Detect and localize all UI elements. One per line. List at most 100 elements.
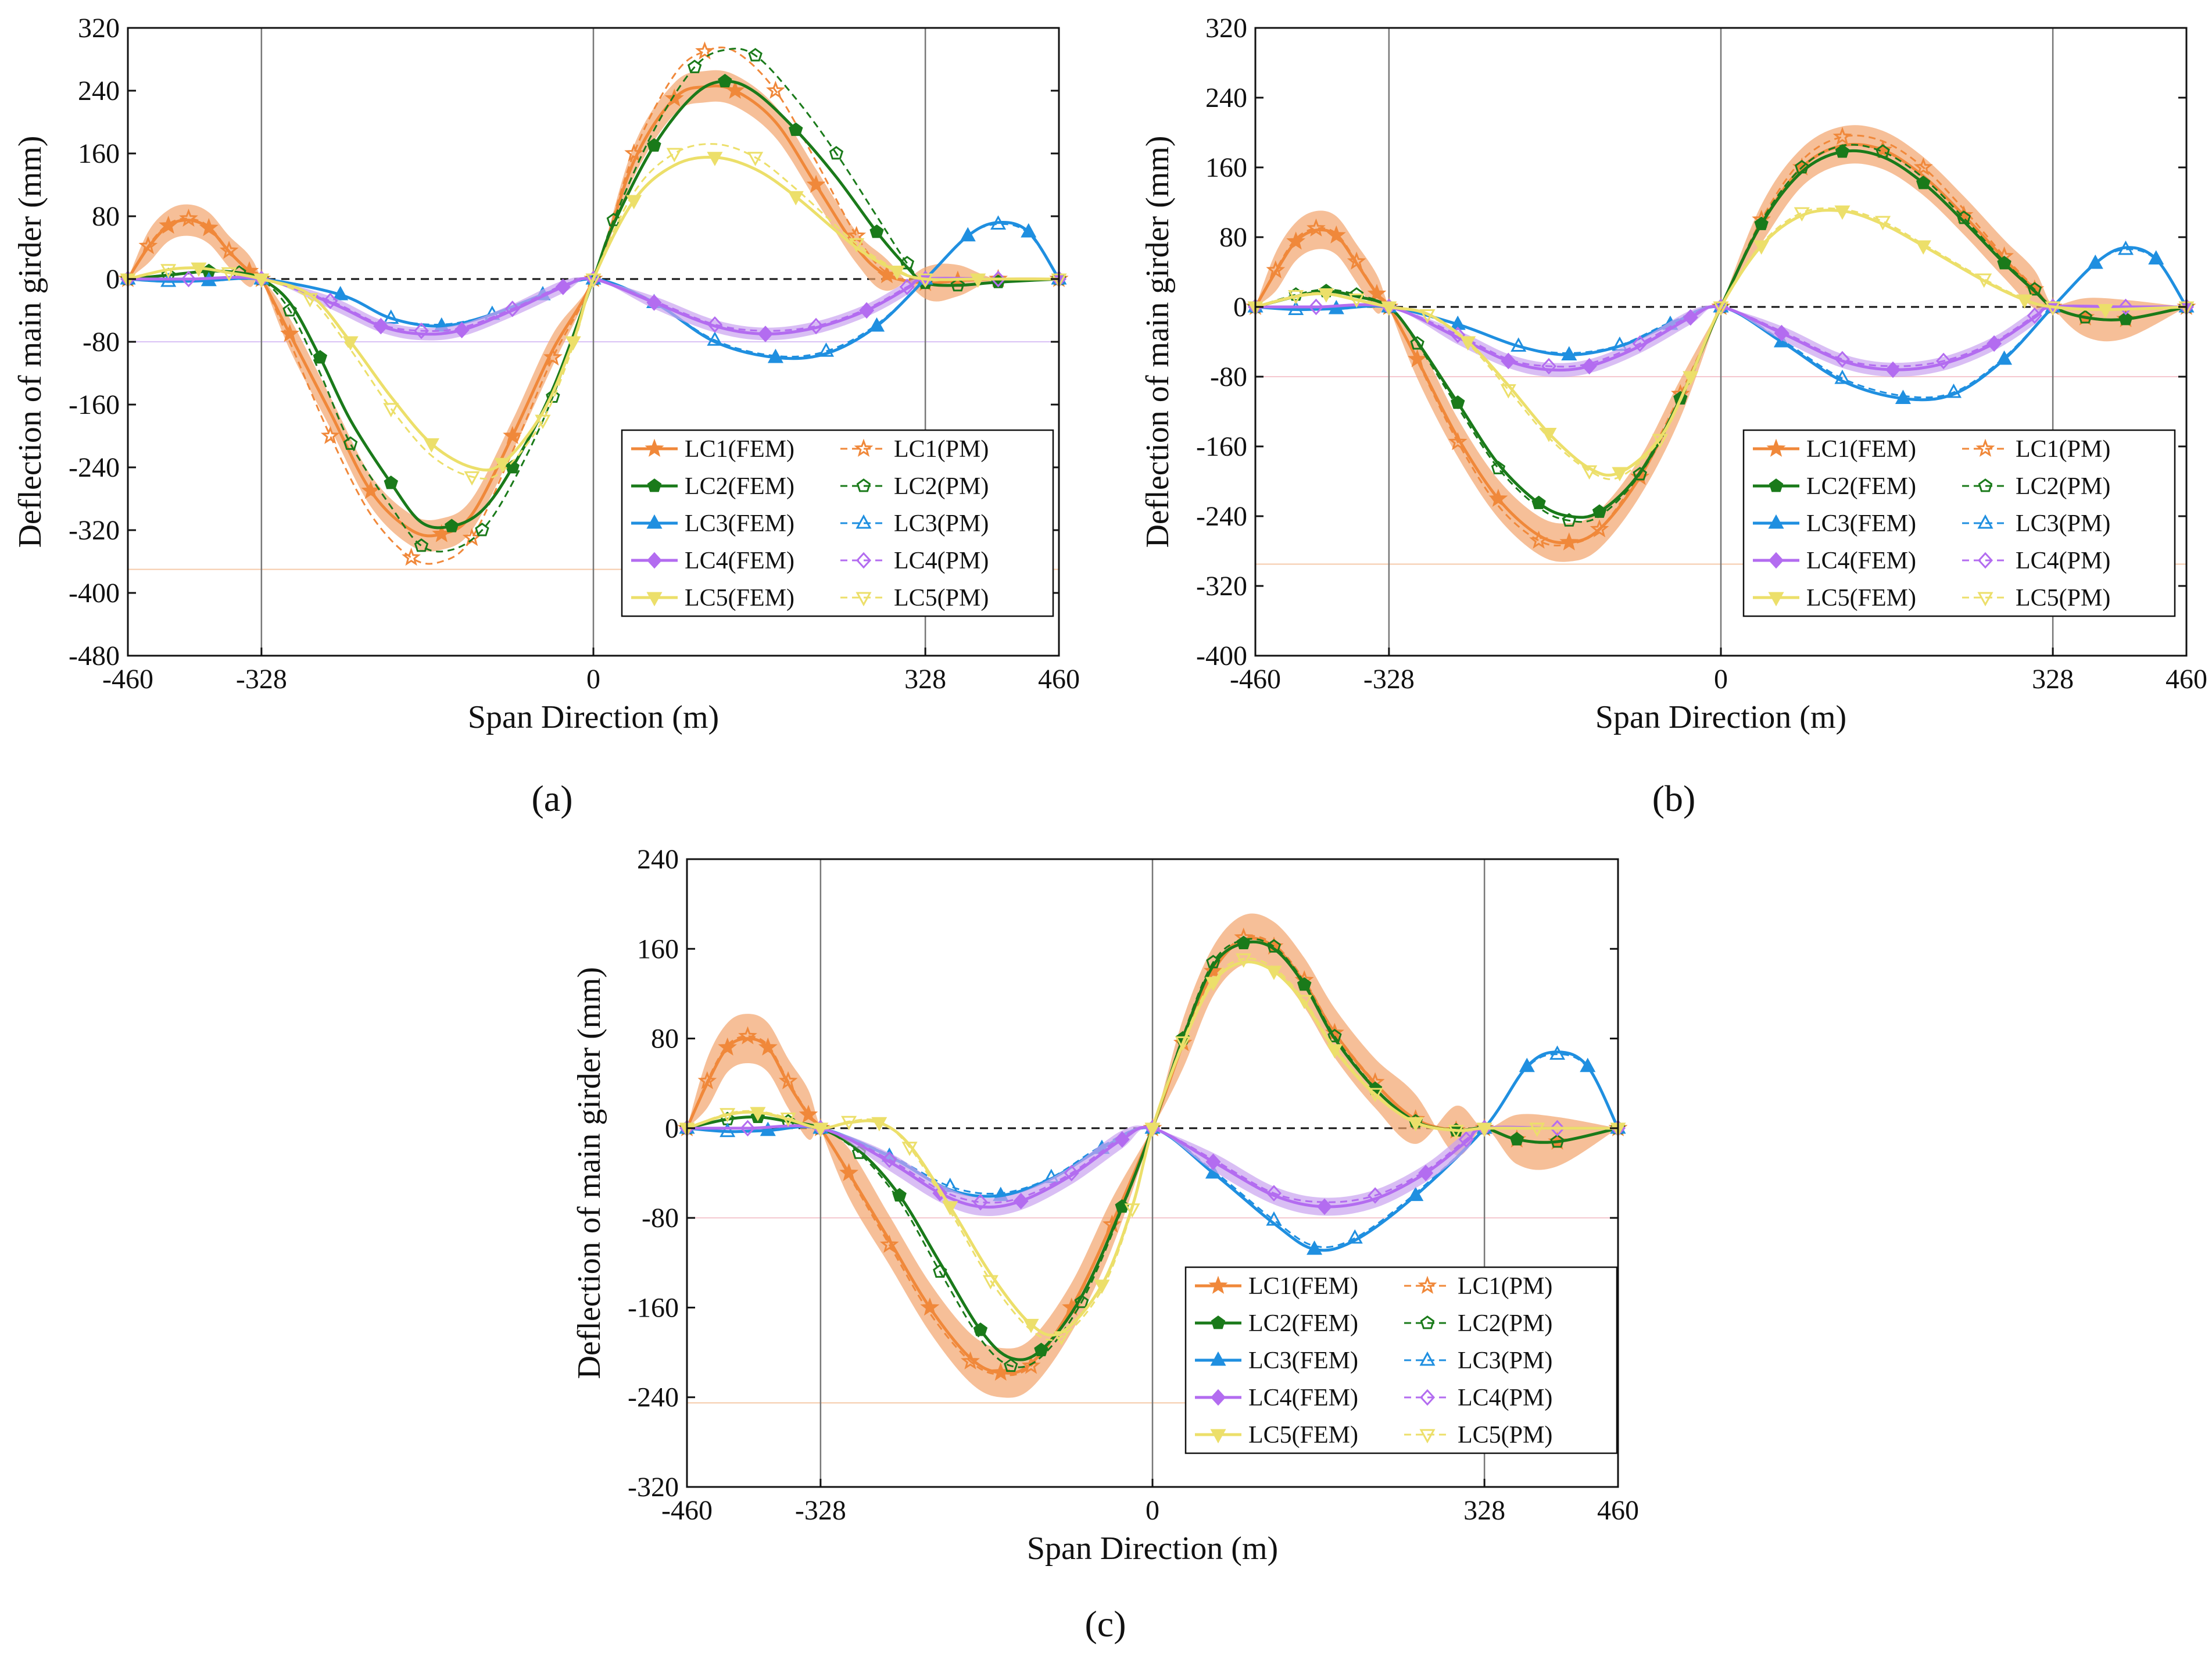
data-point-lc3-pm: [1549, 1045, 1566, 1060]
data-point-lc4-pm: [1834, 351, 1850, 368]
data-point-lc5-fem: [494, 457, 510, 473]
data-point-lc1-fem: [1488, 488, 1508, 507]
data-point-lc4-fem: [757, 326, 774, 342]
legend-marker: [1768, 552, 1784, 569]
data-point-lc1-pm: [879, 1235, 899, 1253]
data-point-lc5-fem: [1683, 371, 1699, 386]
y-tick-label: 240: [78, 76, 120, 106]
data-point-lc4-pm: [1541, 357, 1557, 375]
data-point-lc4-pm: [1936, 352, 1952, 370]
data-point-lc4-pm: [899, 278, 915, 295]
legend-label: LC2(FEM): [685, 473, 794, 500]
data-point-lc2-pm: [282, 303, 297, 317]
data-point-lc4-pm: [2118, 298, 2134, 316]
y-tick-label: 160: [78, 138, 120, 169]
data-point-lc2-pm: [1206, 954, 1220, 968]
y-tick-label: -320: [628, 1472, 679, 1503]
data-point-lc5-fem: [1023, 1318, 1039, 1333]
data-point-lc2-fem: [1592, 504, 1607, 518]
data-point-lc1-fem: [1326, 225, 1346, 244]
data-point-lc1-pm: [1448, 432, 1467, 450]
data-point-lc4-pm: [323, 292, 338, 310]
data-point-lc5-pm: [1236, 953, 1252, 968]
legend-label: LC3(FEM): [1248, 1347, 1358, 1374]
data-point-lc5-pm: [1713, 301, 1729, 316]
data-point-lc5-pm: [1500, 384, 1516, 399]
data-point-lc5-fem: [1915, 240, 1931, 255]
x-tick-label: 460: [1038, 664, 1080, 695]
data-point-lc4-pm: [1549, 1120, 1565, 1137]
data-point-lc2-pm: [748, 48, 763, 62]
data-point-lc3-fem: [960, 227, 976, 242]
data-point-lc5-pm: [720, 1108, 736, 1122]
data-point-lc3-pm: [1834, 369, 1851, 384]
legend-label: LC5(FEM): [685, 585, 794, 612]
data-point-lc2-fem: [1034, 1342, 1048, 1357]
data-point-lc2-fem: [1236, 935, 1251, 949]
legend-label: LC5(PM): [2016, 585, 2110, 612]
data-point-lc5-fem: [750, 1107, 766, 1121]
data-point-lc5-pm: [849, 238, 865, 253]
data-point-lc2-pm: [2027, 282, 2042, 296]
data-point-lc4-fem: [555, 278, 571, 295]
legend-marker: [1210, 1389, 1226, 1406]
data-point-lc5-pm: [901, 1142, 918, 1156]
data-point-lc2-fem: [505, 460, 520, 474]
data-point-lc2-pm: [1633, 467, 1647, 481]
y-tick-label: 320: [1205, 13, 1247, 44]
data-point-lc5-pm: [221, 267, 237, 282]
data-point-lc1-pm: [320, 426, 340, 444]
legend-marker: [1766, 438, 1786, 457]
y-tick-label: 80: [651, 1024, 679, 1054]
data-point-lc2-pm: [343, 436, 358, 450]
legend-marker: [1419, 1389, 1436, 1406]
legend-label: LC5(FEM): [1248, 1422, 1358, 1449]
data-point-lc5-pm: [1794, 207, 1810, 222]
data-point-lc1-fem: [503, 426, 522, 444]
data-point-lc5-pm: [1296, 995, 1312, 1010]
data-point-lc4-pm: [740, 1120, 756, 1137]
data-point-lc1-pm: [1529, 530, 1548, 549]
data-point-lc5-fem: [1460, 336, 1476, 351]
data-point-lc3-fem: [1021, 223, 1037, 238]
panel-label-b: (b): [1652, 778, 1696, 819]
data-point-lc4-pm: [181, 270, 196, 288]
legend-box: [1742, 429, 2176, 617]
legend-marker: [1418, 1275, 1437, 1294]
data-point-lc5-pm: [1124, 1203, 1140, 1218]
data-point-lc1-fem: [725, 80, 745, 99]
data-point-lc5-fem: [788, 191, 804, 206]
data-point-lc5-fem: [253, 273, 270, 288]
data-point-lc3-fem: [2087, 254, 2103, 269]
data-point-lc5-pm: [841, 1115, 857, 1131]
data-point-lc5-fem: [707, 152, 723, 166]
data-point-lc1-fem: [877, 265, 897, 284]
data-point-lc5-pm: [1348, 294, 1365, 308]
y-tick-label: -240: [69, 452, 120, 483]
data-point-lc4-fem: [454, 321, 470, 338]
data-point-lc3-fem: [767, 348, 783, 363]
x-tick-label: -328: [236, 664, 287, 695]
data-point-lc2-fem: [869, 224, 884, 238]
x-tick-label: -460: [102, 664, 153, 695]
legend-marker: [1977, 514, 1993, 529]
data-point-lc2-fem: [647, 138, 661, 152]
data-point-lc1-pm: [624, 143, 644, 162]
y-tick-label: -160: [1196, 431, 1247, 462]
data-point-lc2-fem: [1835, 144, 1850, 158]
data-point-lc3-pm: [990, 215, 1007, 230]
data-point-lc2-pm: [950, 277, 965, 292]
legend-marker: [1768, 592, 1784, 607]
panel-label-c: (c): [1084, 1603, 1126, 1644]
y-tick-label: -400: [69, 578, 120, 609]
legend-label: LC3(PM): [2016, 510, 2110, 537]
legend-marker: [1977, 552, 1993, 569]
data-point-lc4-fem: [1581, 357, 1597, 375]
data-point-lc4-pm: [707, 316, 722, 333]
y-tick-label: -80: [83, 327, 120, 357]
data-point-lc2-fem: [1916, 176, 1931, 190]
data-point-lc2-pm: [606, 212, 621, 227]
legend-marker: [647, 478, 662, 492]
legend-marker: [1769, 478, 1784, 492]
y-tick-label: -160: [628, 1292, 679, 1323]
